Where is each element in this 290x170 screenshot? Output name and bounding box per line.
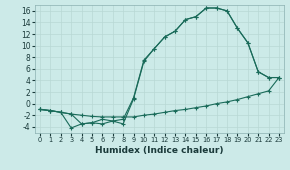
X-axis label: Humidex (Indice chaleur): Humidex (Indice chaleur) (95, 146, 224, 155)
